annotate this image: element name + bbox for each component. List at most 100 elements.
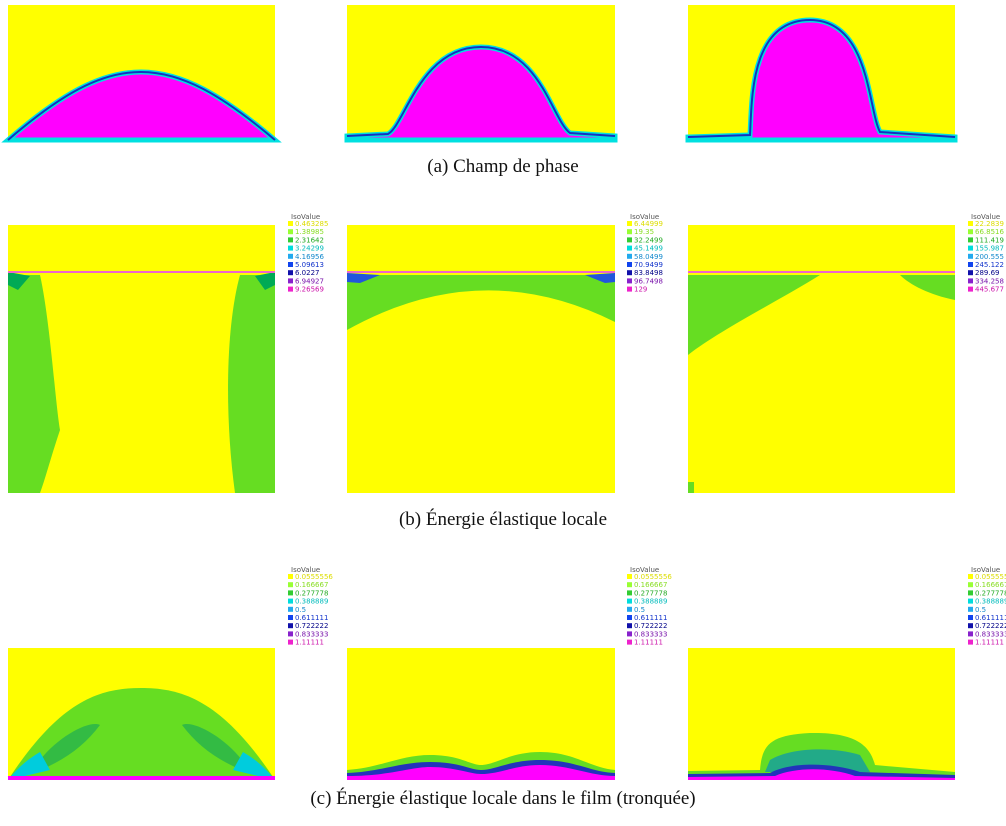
legend-value: 70.9499 xyxy=(634,261,663,269)
legend-title: IsoValue xyxy=(291,213,320,221)
legend-swatch xyxy=(288,221,293,226)
legend-swatch xyxy=(968,245,973,251)
legend-value: 0.388889 xyxy=(295,598,328,606)
legend-swatch xyxy=(288,590,293,596)
legend-value: 0.833333 xyxy=(634,630,667,638)
legend-value: 289.69 xyxy=(975,269,1000,277)
legend-swatch xyxy=(627,615,632,620)
legend-value: 0.0555556 xyxy=(634,573,672,581)
legend-swatch xyxy=(288,631,293,637)
legend-swatch xyxy=(627,237,632,243)
legend-value: 66.8516 xyxy=(975,228,1004,236)
legend-swatch xyxy=(288,253,293,259)
legend: IsoValue0.4632851.389852.316423.242994.1… xyxy=(288,213,328,294)
legend-swatch xyxy=(968,606,973,612)
legend-value: 0.5 xyxy=(295,606,306,614)
legend-value: 0.463285 xyxy=(295,220,328,228)
legend-swatch xyxy=(288,639,293,645)
legend-value: 334.258 xyxy=(975,277,1004,285)
legend-value: 83.8498 xyxy=(634,269,663,277)
legend-swatch xyxy=(968,615,973,620)
legend-value: 0.388889 xyxy=(634,598,667,606)
legend-value: 445.677 xyxy=(975,286,1004,294)
legend-value: 0.611111 xyxy=(634,614,667,622)
legend-swatch xyxy=(627,278,632,284)
legend-swatch xyxy=(627,590,632,596)
legend-swatch xyxy=(627,229,632,235)
legend-swatch xyxy=(288,582,293,588)
caption: (b) Énergie élastique locale xyxy=(399,508,607,530)
legend-swatch xyxy=(288,229,293,235)
legend-swatch xyxy=(627,286,632,292)
legend: IsoValue0.05555560.1666670.2777780.38888… xyxy=(627,566,672,647)
legend-swatch xyxy=(968,582,973,588)
legend-value: 245.122 xyxy=(975,261,1004,269)
caption: (a) Champ de phase xyxy=(427,156,578,177)
legend-swatch xyxy=(627,270,632,276)
legend-title: IsoValue xyxy=(971,566,1000,574)
legend: IsoValue6.4499919.3532.249945.149958.049… xyxy=(627,213,663,294)
legend-value: 9.26569 xyxy=(295,286,324,294)
legend-swatch xyxy=(968,237,973,243)
legend-swatch xyxy=(627,245,632,251)
legend-swatch xyxy=(627,262,632,267)
legend-value: 111.419 xyxy=(975,236,1004,244)
legend-swatch xyxy=(968,574,973,579)
legend-value: 19.35 xyxy=(634,228,654,236)
legend-swatch xyxy=(288,286,293,292)
legend-swatch xyxy=(627,253,632,259)
legend-value: 0.611111 xyxy=(295,614,328,622)
legend-swatch xyxy=(627,631,632,637)
caption: (c) Énergie élastique locale dans le fil… xyxy=(310,787,695,809)
legend-value: 0.611111 xyxy=(975,614,1006,622)
legend-swatch xyxy=(968,631,973,637)
legend-swatch xyxy=(288,606,293,612)
legend-swatch xyxy=(288,615,293,620)
legend-value: 0.277778 xyxy=(975,589,1006,597)
legend-value: 0.833333 xyxy=(975,630,1006,638)
legend-value: 22.2839 xyxy=(975,220,1004,228)
legend-swatch xyxy=(968,221,973,226)
legend-swatch xyxy=(288,574,293,579)
legend: IsoValue0.05555560.1666670.2777780.38888… xyxy=(288,566,333,647)
energy-panels xyxy=(8,225,955,493)
phase-panels xyxy=(1,5,958,143)
legend-value: 0.277778 xyxy=(634,589,667,597)
film-panels xyxy=(8,648,955,780)
legend-swatch xyxy=(627,221,632,226)
legend-swatch xyxy=(288,598,293,604)
legend-value: 1.11111 xyxy=(975,639,1004,647)
legend-value: 1.11111 xyxy=(634,639,663,647)
legend-value: 1.11111 xyxy=(295,639,324,647)
legend-swatch xyxy=(968,623,973,629)
legend-value: 45.1499 xyxy=(634,245,663,253)
legend-value: 0.166667 xyxy=(975,581,1006,589)
legend-value: 0.388889 xyxy=(975,598,1006,606)
legend-swatch xyxy=(288,245,293,251)
legend-value: 32.2499 xyxy=(634,236,663,244)
legend-swatch xyxy=(968,253,973,259)
legend-swatch xyxy=(627,574,632,579)
legend-value: 0.833333 xyxy=(295,630,328,638)
legend: IsoValue22.283966.8516111.419155.987200.… xyxy=(968,213,1004,294)
legend-swatch xyxy=(968,262,973,267)
legend-swatch xyxy=(288,262,293,267)
legend-swatch xyxy=(627,623,632,629)
legend-swatch xyxy=(627,606,632,612)
legend-title: IsoValue xyxy=(971,213,1000,221)
legend-swatch xyxy=(968,278,973,284)
legend-value: 6.0227 xyxy=(295,269,320,277)
legend-swatch xyxy=(627,598,632,604)
legend-swatch xyxy=(968,639,973,645)
legend-value: 1.38985 xyxy=(295,228,324,236)
legend-swatch xyxy=(627,639,632,645)
legend-value: 0.277778 xyxy=(295,589,328,597)
legend-swatch xyxy=(968,590,973,596)
legend-value: 96.7498 xyxy=(634,277,663,285)
legend-value: 2.31642 xyxy=(295,236,324,244)
legend-value: 0.722222 xyxy=(295,622,328,630)
legend-title: IsoValue xyxy=(291,566,320,574)
legend-swatch xyxy=(288,278,293,284)
legend: IsoValue0.05555560.1666670.2777780.38888… xyxy=(968,566,1006,647)
legend-value: 155.987 xyxy=(975,245,1004,253)
